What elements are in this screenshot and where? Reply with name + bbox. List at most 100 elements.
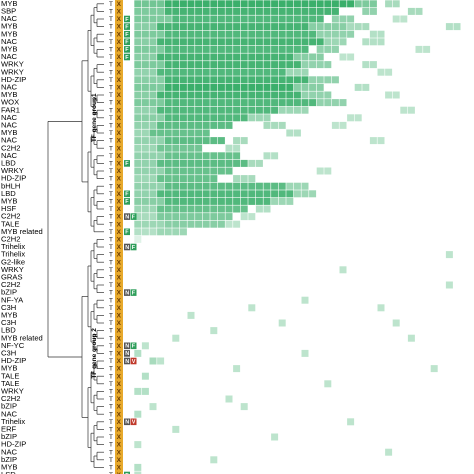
heatmap-cell	[157, 76, 165, 84]
heatmap-cell	[255, 99, 263, 107]
x-marker: X	[117, 168, 122, 175]
row-label: WRKY	[1, 67, 24, 76]
heatmap-cell	[217, 45, 225, 53]
t-marker: T	[109, 236, 113, 244]
heatmap-cell	[134, 159, 142, 167]
heatmap-cell	[278, 15, 286, 23]
heatmap-cell	[362, 0, 370, 8]
heatmap-cell	[248, 61, 256, 69]
heatmap-cell	[362, 83, 370, 91]
heatmap-cell	[240, 23, 248, 31]
heatmap-cell	[445, 281, 453, 289]
heatmap-cell	[172, 7, 180, 15]
t-marker: T	[109, 76, 113, 84]
heatmap-cell	[339, 0, 347, 8]
heatmap-cell	[157, 357, 165, 365]
heatmap-cell	[172, 23, 180, 31]
heatmap-cell	[255, 15, 263, 23]
heatmap-cell	[225, 15, 233, 23]
x-marker: X	[117, 54, 122, 61]
heatmap-cell	[217, 38, 225, 46]
row-label: NAC	[1, 52, 18, 61]
heatmap-cell	[286, 0, 294, 8]
row-label: C3H	[1, 318, 16, 327]
heatmap-cell	[187, 167, 195, 175]
x-marker: X	[117, 396, 122, 403]
x-marker: X	[117, 335, 122, 342]
heatmap-cell	[248, 30, 256, 38]
heatmap-cell	[141, 7, 149, 15]
heatmap-cell	[157, 83, 165, 91]
heatmap-cell	[225, 0, 233, 8]
heatmap-cell	[134, 76, 142, 84]
heatmap-cell	[172, 334, 180, 342]
heatmap-cell	[157, 197, 165, 205]
heatmap-cell	[347, 23, 355, 31]
heatmap-cell	[255, 83, 263, 91]
row-label: Trihelix	[1, 417, 25, 426]
heatmap-cell	[157, 106, 165, 114]
t-marker: T	[109, 266, 113, 274]
heatmap-cell	[400, 15, 408, 23]
heatmap-cell	[187, 220, 195, 228]
heatmap-cell	[149, 197, 157, 205]
heatmap-cell	[157, 15, 165, 23]
heatmap-cell	[240, 213, 248, 221]
heatmap-cell	[149, 15, 157, 23]
heatmap-cell	[301, 68, 309, 76]
heatmap-cell	[149, 228, 157, 236]
heatmap-cell	[179, 197, 187, 205]
heatmap-cell	[172, 0, 180, 8]
heatmap-cell	[157, 61, 165, 69]
heatmap-cell	[225, 91, 233, 99]
heatmap-cell	[233, 159, 241, 167]
heatmap-cell	[240, 99, 248, 107]
row-label: WRKY	[1, 387, 24, 396]
heatmap-cell	[278, 121, 286, 129]
heatmap-cell	[445, 251, 453, 259]
heatmap-cell	[271, 197, 279, 205]
t-marker: T	[109, 106, 113, 114]
row-label: MYB related	[1, 333, 43, 342]
heatmap-cell	[141, 68, 149, 76]
heatmap-cell	[157, 129, 165, 137]
heatmap-cell	[134, 7, 142, 15]
heatmap-cell	[164, 114, 172, 122]
heatmap-cell	[164, 7, 172, 15]
t-marker: T	[109, 30, 113, 38]
heatmap-cell	[255, 53, 263, 61]
heatmap-cell	[233, 190, 241, 198]
heatmap-cell	[134, 410, 142, 418]
badge-n	[124, 243, 130, 251]
heatmap-cell	[179, 205, 187, 213]
heatmap-cell	[134, 68, 142, 76]
heatmap-cell	[210, 0, 218, 8]
heatmap-cell	[286, 15, 294, 23]
heatmap-cell	[210, 76, 218, 84]
heatmap-cell	[179, 228, 187, 236]
heatmap-cell	[293, 106, 301, 114]
heatmap-cell	[217, 152, 225, 160]
heatmap-cell	[233, 144, 241, 152]
heatmap-cell	[385, 0, 393, 8]
heatmap-cell	[225, 38, 233, 46]
heatmap-cell	[217, 83, 225, 91]
heatmap-cell	[172, 99, 180, 107]
heatmap-cell	[195, 91, 203, 99]
heatmap-cell	[157, 91, 165, 99]
heatmap-cell	[149, 106, 157, 114]
heatmap-cell	[248, 159, 256, 167]
heatmap-cell	[141, 15, 149, 23]
x-marker: X	[117, 366, 122, 373]
heatmap-cell	[217, 137, 225, 145]
badge-f	[124, 228, 130, 236]
x-marker: X	[117, 191, 122, 198]
heatmap-cell	[134, 205, 142, 213]
heatmap-cell	[255, 114, 263, 122]
x-marker: X	[117, 411, 122, 418]
heatmap-cell	[324, 7, 332, 15]
heatmap-cell	[225, 144, 233, 152]
badge-n	[124, 289, 130, 296]
badge-n	[124, 350, 130, 357]
heatmap-cell	[385, 91, 393, 99]
